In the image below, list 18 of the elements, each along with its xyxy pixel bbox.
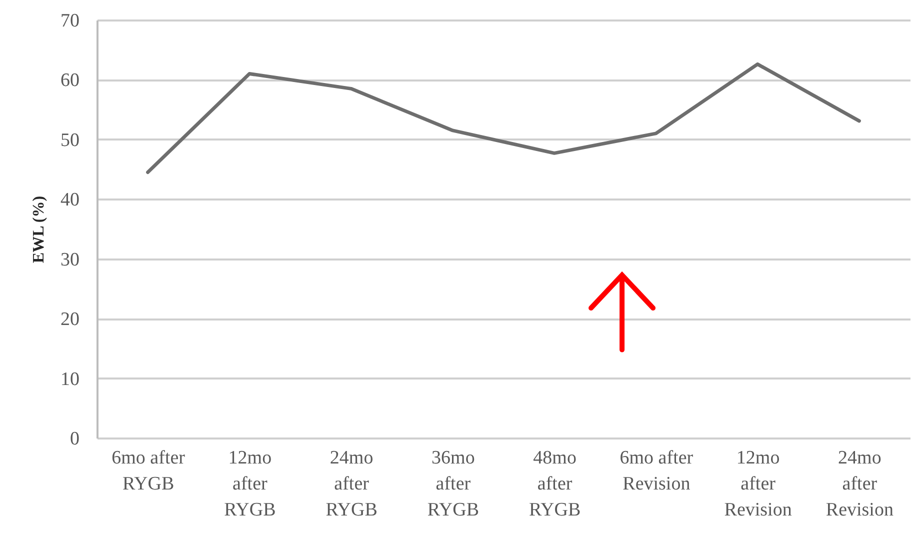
y-axis-title: EWL (%) [30,196,48,264]
y-tick-label: 30 [60,249,80,270]
x-tick-label: 24mo after Revision [826,448,894,520]
x-tick-label: 24mo after RYGB [326,448,378,520]
y-tick-label: 0 [70,428,80,450]
y-tick-label: 20 [60,309,80,330]
x-tick-label: 12mo after RYGB [224,448,276,520]
x-tick-label: 36mo after RYGB [427,448,480,520]
y-tick-label: 40 [60,190,80,211]
y-tick-label: 60 [60,70,80,92]
y-tick-label: 10 [60,368,80,390]
y-tick-label: 50 [60,130,80,151]
x-tick-label: 6mo after RYGB [112,448,186,494]
y-tick-label: 70 [60,10,80,32]
x-tick-label: 6mo after Revision [620,448,694,494]
x-tick-label: 12mo after Revision [724,448,792,520]
line-series [146,62,861,174]
x-tick-label: 48mo after RYGB [528,448,581,520]
